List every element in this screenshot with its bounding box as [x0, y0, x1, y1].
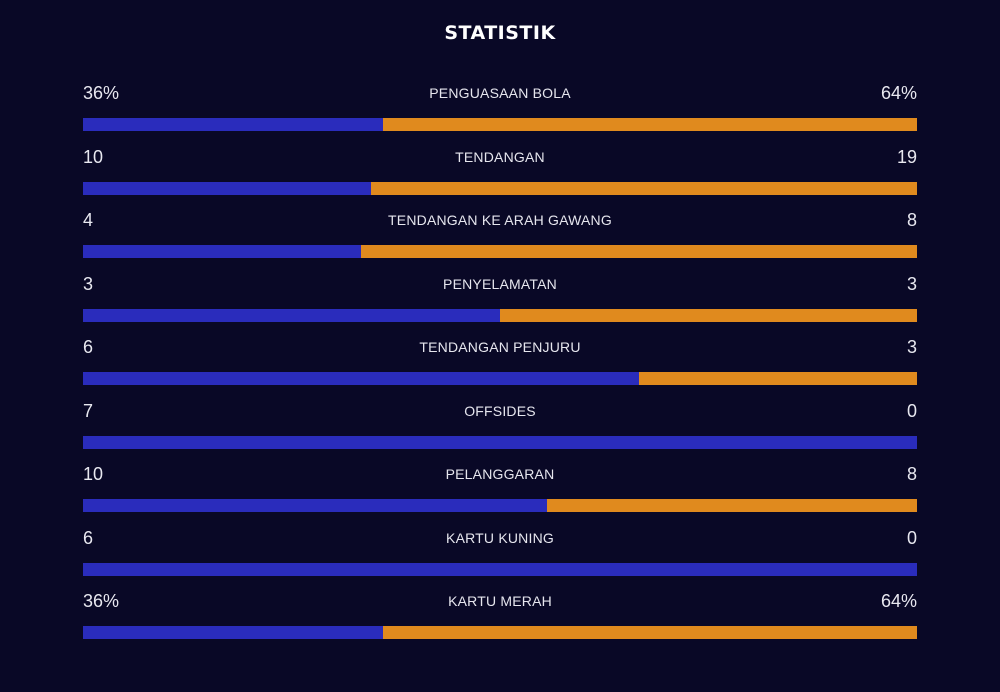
- comparison-bar: [83, 626, 917, 639]
- stat-row-red-cards: 36% KARTU MERAH 64%: [83, 588, 917, 652]
- comparison-bar: [83, 562, 917, 576]
- stat-list: 36% PENGUASAAN BOLA 64% 10 TENDANGAN 19: [83, 80, 917, 652]
- comparison-bar: [83, 245, 917, 258]
- stat-head: 6 TENDANGAN PENJURU 3: [83, 334, 917, 372]
- stat-label: PELANGGARAN: [445, 466, 555, 482]
- comparison-bar: [83, 435, 917, 449]
- home-value: 6: [83, 337, 94, 357]
- home-value: 10: [83, 146, 104, 167]
- stat-label: TENDANGAN PENJURU: [419, 339, 581, 355]
- stat-label: OFFSIDES: [464, 402, 536, 419]
- home-value: 10: [83, 464, 104, 484]
- home-bar-fill: [83, 562, 917, 576]
- home-bar-fill: [83, 118, 384, 131]
- home-bar-fill: [83, 372, 640, 385]
- home-value: 3: [83, 273, 94, 294]
- stat-row-shots: 10 TENDANGAN 19: [83, 144, 917, 208]
- away-value: 3: [906, 273, 917, 294]
- home-value: 7: [83, 400, 94, 421]
- stat-head: 4 TENDANGAN KE ARAH GAWANG 8: [83, 207, 917, 245]
- comparison-bar: [83, 181, 917, 195]
- home-value: 4: [83, 210, 94, 230]
- stat-head: 7 OFFSIDES 0: [83, 398, 917, 436]
- home-value: 6: [83, 527, 94, 548]
- stat-row-fouls: 10 PELANGGARAN 8: [83, 461, 917, 525]
- stat-head: 3 PENYELAMATAN 3: [83, 271, 917, 309]
- comparison-bar: [83, 118, 917, 131]
- stat-label: PENGUASAAN BOLA: [429, 85, 571, 101]
- away-value: 8: [906, 464, 917, 484]
- home-value: 36%: [83, 83, 120, 103]
- stat-head: 10 TENDANGAN 19: [83, 144, 917, 182]
- stat-label: KARTU MERAH: [448, 593, 552, 609]
- away-bar-fill: [500, 308, 917, 322]
- stat-row-corners: 6 TENDANGAN PENJURU 3: [83, 334, 917, 398]
- stat-head: 10 PELANGGARAN 8: [83, 461, 917, 499]
- away-bar-fill: [383, 118, 917, 131]
- away-value: 3: [906, 337, 917, 357]
- stat-head: 36% PENGUASAAN BOLA 64%: [83, 80, 917, 118]
- home-bar-fill: [83, 181, 371, 195]
- comparison-bar: [83, 499, 917, 512]
- stat-head: 36% KARTU MERAH 64%: [83, 588, 917, 626]
- stat-head: 6 KARTU KUNING 0: [83, 525, 917, 563]
- stat-label: TENDANGAN KE ARAH GAWANG: [388, 212, 612, 228]
- home-bar-fill: [83, 245, 361, 258]
- away-value: 64%: [880, 83, 917, 103]
- stat-label: TENDANGAN: [455, 148, 545, 165]
- away-bar-fill: [370, 181, 917, 195]
- away-value: 0: [906, 527, 917, 548]
- comparison-bar: [83, 372, 917, 385]
- away-bar-fill: [360, 245, 917, 258]
- stat-row-saves: 3 PENYELAMATAN 3: [83, 271, 917, 335]
- stat-row-possession: 36% PENGUASAAN BOLA 64%: [83, 80, 917, 144]
- away-value: 8: [906, 210, 917, 230]
- away-value: 64%: [880, 591, 917, 611]
- home-bar-fill: [83, 308, 500, 322]
- comparison-bar: [83, 308, 917, 322]
- stat-row-offsides: 7 OFFSIDES 0: [83, 398, 917, 462]
- page-title: STATISTIK: [444, 22, 556, 44]
- stat-label: PENYELAMATAN: [443, 275, 557, 292]
- home-bar-fill: [83, 435, 917, 449]
- away-bar-fill: [639, 372, 917, 385]
- away-bar-fill: [546, 499, 917, 512]
- stat-row-shots-on-target: 4 TENDANGAN KE ARAH GAWANG 8: [83, 207, 917, 271]
- away-value: 0: [906, 400, 917, 421]
- away-bar-fill: [383, 626, 917, 639]
- home-bar-fill: [83, 499, 547, 512]
- stat-row-yellow-cards: 6 KARTU KUNING 0: [83, 525, 917, 589]
- away-value: 19: [896, 146, 917, 167]
- home-value: 36%: [83, 591, 120, 611]
- home-bar-fill: [83, 626, 384, 639]
- stat-label: KARTU KUNING: [446, 529, 554, 546]
